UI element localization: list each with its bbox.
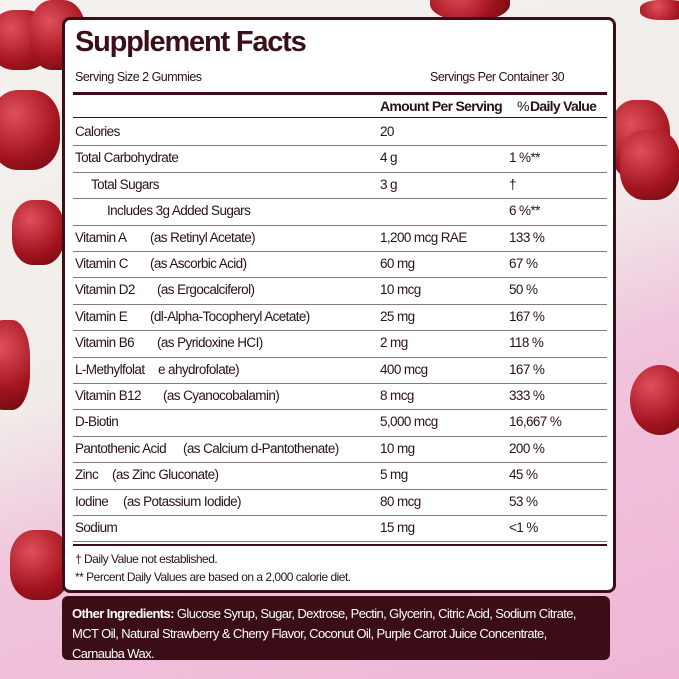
nutrient-name: Calories [75,124,120,139]
nutrient-row: Zinc (as Zinc Gluconate) 5 mg 45 % [73,462,607,490]
nutrient-daily-value: 200 % [509,440,545,456]
nutrient-row: Includes 3g Added Sugars 6 %** [73,198,607,226]
gummy-image [0,90,60,170]
nutrient-row: D-Biotin 5,000 mcg 16,667 % [73,409,607,437]
gummy-image [12,200,64,265]
nutrient-name: Pantothenic Acid [75,440,167,456]
serving-size: Serving Size 2 Gummies [75,70,202,84]
gummy-image [430,0,510,20]
supplement-facts-panel: Supplement Facts Serving Size 2 Gummies … [62,17,616,593]
nutrient-source: (as Zinc Gluconate) [112,467,219,483]
nutrient-row: Iodine (as Potassium Iodide) 80 mcg 53 % [73,489,607,516]
footnote-percent: ** Percent Daily Values are based on a 2… [75,570,351,584]
nutrient-daily-value: 333 % [509,388,545,403]
nutrient-amount: 400 mcg [380,361,428,377]
nutrient-amount: 15 mg [380,520,415,535]
nutrient-row: Vitamin E (dl-Alpha-Tocopheryl Acetate) 25… [73,304,607,332]
other-ingredients-text: Glucose Syrup, Sugar, Dextrose, Pectin, … [72,606,576,661]
nutrient-amount: 8 mcg [380,388,414,403]
nutrient-name: Includes 3g Added Sugars [107,203,251,219]
nutrient-daily-value: 50 % [509,282,538,298]
nutrient-name: Vitamin C [75,256,128,271]
nutrient-source: e ahydrofolate) [158,361,240,377]
other-ingredients: Other Ingredients: Glucose Syrup, Sugar,… [62,596,610,661]
nutrient-amount: 20 [380,124,394,139]
other-ingredients-label: Other Ingredients: [72,606,174,621]
nutrient-name: L-Methylfolat [75,361,145,377]
nutrient-name: Vitamin D2 [75,282,135,298]
nutrient-daily-value: 45 % [509,467,538,483]
nutrient-daily-value: 67 % [509,256,538,271]
nutrient-name: Vitamin A [75,229,127,245]
nutrient-row: Pantothenic Acid (as Calcium d-Pantothena… [73,436,607,464]
nutrient-daily-value: <1 % [509,520,538,535]
nutrient-name: Zinc [75,467,99,483]
nutrient-amount: 2 mg [380,335,408,351]
nutrient-daily-value: 118 % [509,335,544,351]
nutrient-daily-value: 6 %** [509,203,540,219]
divider [73,117,607,118]
nutrient-source: (as Ascorbic Acid) [150,256,247,271]
nutrient-row: Total Sugars 3 g † [73,172,607,200]
nutrient-name: Iodine [75,493,109,509]
nutrient-daily-value: † [509,176,517,192]
gummy-image [640,0,679,20]
nutrient-source: (as Cyanocobalamin) [163,388,280,403]
nutrient-amount: 1,200 mcg RAE [380,229,467,245]
nutrient-name: Total Sugars [91,176,159,192]
nutrient-amount: 4 g [380,150,398,166]
nutrient-name: Vitamin B12 [75,388,142,403]
panel-title: Supplement Facts [75,26,307,58]
nutrient-source: (as Potassium Iodide) [123,493,242,509]
nutrient-row: L-Methylfolat e ahydrofolate) 400 mcg 167 % [73,357,607,384]
nutrient-daily-value: 167 % [509,361,545,377]
amount-header: Amount Per Serving [380,98,503,114]
nutrient-row: Vitamin B12 (as Cyanocobalamin) 8 mcg 333 % [73,383,607,411]
nutrient-source: (as Calcium d-Pantothenate) [183,440,339,456]
nutrient-amount: 25 mg [380,308,415,324]
nutrient-amount: 80 mcg [380,493,421,509]
footnote-dagger: † Daily Value not established. [75,552,218,566]
gummy-image [0,320,30,410]
nutrient-source: (dl-Alpha-Tocopheryl Acetate) [150,308,310,324]
nutrient-source: (as Pyridoxine HCI) [157,335,263,351]
nutrient-row: Sodium 15 mg <1 % [73,515,607,543]
nutrient-row: Vitamin B6 (as Pyridoxine HCI) 2 mg 118 % [73,330,607,358]
gummy-image [630,365,679,435]
servings-per-container: Servings Per Container 30 [430,70,565,84]
nutrient-amount: 3 g [380,176,398,192]
nutrient-name: Vitamin E [75,308,128,324]
nutrient-amount: 10 mg [380,440,415,456]
dv-header: Daily Value [530,98,597,114]
nutrient-amount: 5 mg [380,467,408,483]
nutrient-source: (as Retinyl Acetate) [150,229,256,245]
nutrient-amount: 5,000 mcg [380,414,438,430]
nutrient-row: Total Carbohydrate 4 g 1 %** [73,145,607,173]
nutrient-name: Vitamin B6 [75,335,135,351]
nutrient-row: Vitamin C (as Ascorbic Acid) 60 mg 67 % [73,251,607,279]
nutrient-row: Vitamin D2 (as Ergocalciferol) 10 mcg 50 % [73,277,607,305]
nutrient-daily-value: 53 % [509,493,538,509]
gummy-image [620,130,679,200]
nutrient-name: D-Biotin [75,414,119,430]
nutrient-row: Vitamin A (as Retinyl Acetate) 1,200 mcg R… [73,225,607,252]
nutrient-name: Sodium [75,520,118,535]
nutrient-daily-value: 167 % [509,308,545,324]
nutrient-amount: 60 mg [380,256,415,271]
nutrient-source: (as Ergocalciferol) [157,282,255,298]
divider [73,92,607,95]
nutrient-row: Calories 20 [73,119,607,147]
nutrient-daily-value: 16,667 % [509,414,562,430]
nutrient-amount: 10 mcg [380,282,421,298]
gummy-image [10,530,70,600]
nutrient-daily-value: 1 %** [509,150,540,166]
nutrient-daily-value: 133 % [509,229,545,245]
dv-prefix: % [517,98,529,114]
nutrient-name: Total Carbohydrate [75,150,179,166]
divider [73,544,607,546]
